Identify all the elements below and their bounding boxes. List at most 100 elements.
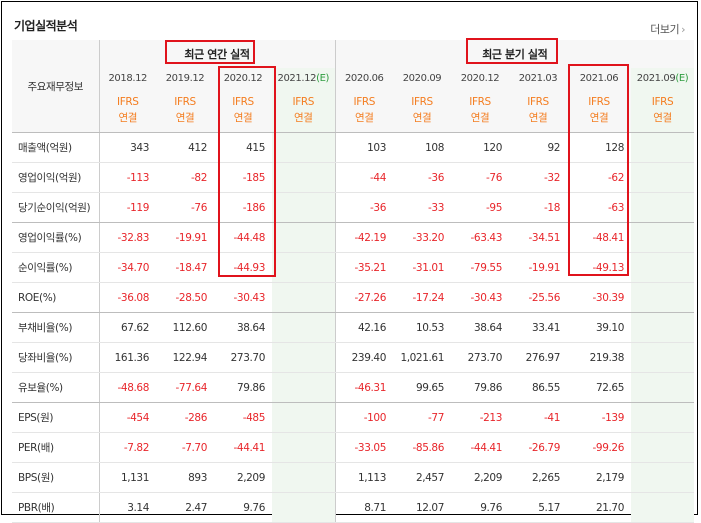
value-cell: -485 [214,402,272,433]
ifrs-header: IFRS 연결 [334,88,393,133]
ifrs-header: IFRS 연결 [393,88,451,133]
row-label: EPS(원) [12,402,100,433]
row-label: PER(배) [12,432,100,463]
value-cell: -30.39 [567,282,631,313]
value-cell: -26.79 [509,432,567,463]
period-header: 2020.06 [334,68,393,88]
row-label: 영업이익률(%) [12,222,100,253]
more-link[interactable]: 더보기 › [650,21,685,37]
value-cell: -32 [509,162,567,193]
value-cell [272,432,335,463]
value-cell: 39.10 [567,312,631,343]
accounting-standard-row: IFRS 연결 IFRS 연결 IFRS 연결 IFRS 연결 IFRS 연결 IFRS 연결 IFRS… [12,88,695,133]
value-cell [272,222,335,253]
value-cell [272,132,335,163]
value-cell [631,162,695,193]
consolidated-label: 연결 [528,112,548,124]
ifrs-label: IFRS [174,96,196,108]
value-cell: -79.55 [451,252,509,283]
table-row: 영업이익률(%) -32.83 -19.91 -44.48 -42.19 -33.20 -6… [12,222,695,253]
value-cell: 9.76 [451,492,509,523]
table-row: 유보율(%) -48.68 -77.64 79.86 -46.31 99.65 79.86 8… [12,372,695,403]
more-link-label: 더보기 [650,23,680,36]
value-cell: -48.68 [99,372,156,403]
value-cell: 1,131 [99,462,156,493]
consolidated-label: 연결 [470,112,490,124]
value-cell: -63 [567,192,631,223]
value-cell: 273.70 [214,342,272,373]
value-cell [272,282,335,313]
value-cell: -454 [99,402,156,433]
value-cell: -100 [334,402,393,433]
value-cell: 893 [156,462,214,493]
period-label: 2021.09 [636,72,676,84]
value-cell: -213 [451,402,509,433]
value-cell [272,312,335,343]
value-cell: 412 [156,132,214,163]
ifrs-label: IFRS [232,96,254,108]
value-cell: 415 [214,132,272,163]
period-label: 2021.12 [277,72,317,84]
consolidated-label: 연결 [233,112,253,124]
value-cell [272,252,335,283]
period-label: 2020.12 [223,72,263,84]
value-cell: -49.13 [567,252,631,283]
value-cell [631,132,695,163]
ifrs-header: IFRS 연결 [451,88,509,133]
ifrs-header: IFRS 연결 [567,88,631,133]
value-cell: 273.70 [451,342,509,373]
value-cell: -27.26 [334,282,393,313]
period-label: 2020.12 [460,72,500,84]
period-header: 2019.12 [156,68,214,88]
period-label: 2020.06 [344,72,384,84]
value-cell [631,402,695,433]
row-label: 당기순이익(억원) [12,192,100,223]
ifrs-header: IFRS 연결 [272,88,335,133]
consolidated-label: 연결 [175,112,195,124]
value-cell: -186 [214,192,272,223]
period-header: 2021.09(E) [631,68,695,88]
value-cell: -33.05 [334,432,393,463]
estimate-marker: (E) [316,72,329,84]
value-cell: 10.53 [393,312,451,343]
table-row: ROE(%) -36.08 -28.50 -30.43 -27.26 -17.24 -30.… [12,282,695,313]
value-cell: 12.07 [393,492,451,523]
ifrs-header: IFRS 연결 [99,88,156,133]
value-cell: -77 [393,402,451,433]
row-label: 매출액(억원) [12,132,100,163]
value-cell [272,492,335,523]
value-cell: -36 [334,192,393,223]
value-cell: 239.40 [334,342,393,373]
ifrs-label: IFRS [527,96,549,108]
value-cell: -44 [334,162,393,193]
table-row: 부채비율(%) 67.62 112.60 38.64 42.16 10.53 38.64 33… [12,312,695,343]
value-cell: 9.76 [214,492,272,523]
table-row: EPS(원) -454 -286 -485 -100 -77 -213 -41 -139 [12,402,695,433]
value-cell [631,432,695,463]
value-cell [631,462,695,493]
chevron-right-icon: › [681,23,685,36]
ifrs-label: IFRS [651,96,674,108]
value-cell: 120 [451,132,509,163]
value-cell: -30.43 [214,282,272,313]
value-cell: -17.24 [393,282,451,313]
value-cell: -33 [393,192,451,223]
value-cell: 42.16 [334,312,393,343]
value-cell: 219.38 [567,342,631,373]
value-cell [631,192,695,223]
value-cell: -76 [451,162,509,193]
value-cell: -76 [156,192,214,223]
value-cell: -7.70 [156,432,214,463]
period-label: 2021.06 [579,72,619,84]
value-cell: -113 [99,162,156,193]
value-cell: 108 [393,132,451,163]
value-cell: -25.56 [509,282,567,313]
value-cell: 5.17 [509,492,567,523]
period-row: 2018.12 2019.12 2020.12 2021.12(E) 2020.06 20… [12,68,695,88]
value-cell: -85.86 [393,432,451,463]
period-label: 2018.12 [108,72,148,84]
value-cell [631,372,695,403]
table-row: PER(배) -7.82 -7.70 -44.41 -33.05 -85.86 -44.41… [12,432,695,463]
row-label: ROE(%) [12,282,100,313]
section-title: 기업실적분석 [14,19,78,33]
